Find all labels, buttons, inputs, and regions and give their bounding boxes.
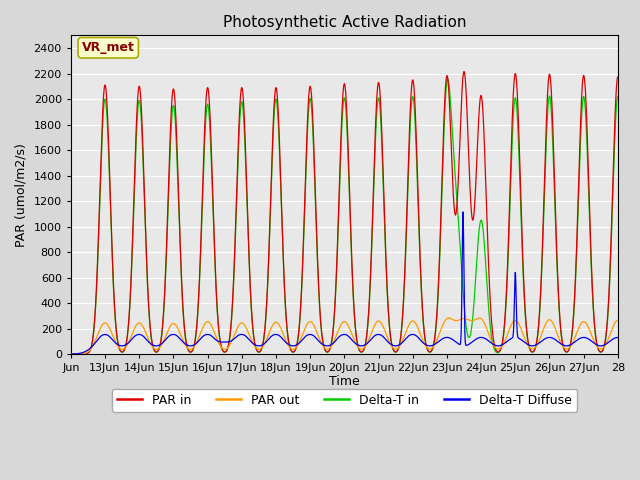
X-axis label: Time: Time [329,374,360,387]
Legend: PAR in, PAR out, Delta-T in, Delta-T Diffuse: PAR in, PAR out, Delta-T in, Delta-T Dif… [111,389,577,412]
Title: Photosynthetic Active Radiation: Photosynthetic Active Radiation [223,15,466,30]
Text: VR_met: VR_met [82,41,134,54]
Y-axis label: PAR (umol/m2/s): PAR (umol/m2/s) [15,143,28,247]
